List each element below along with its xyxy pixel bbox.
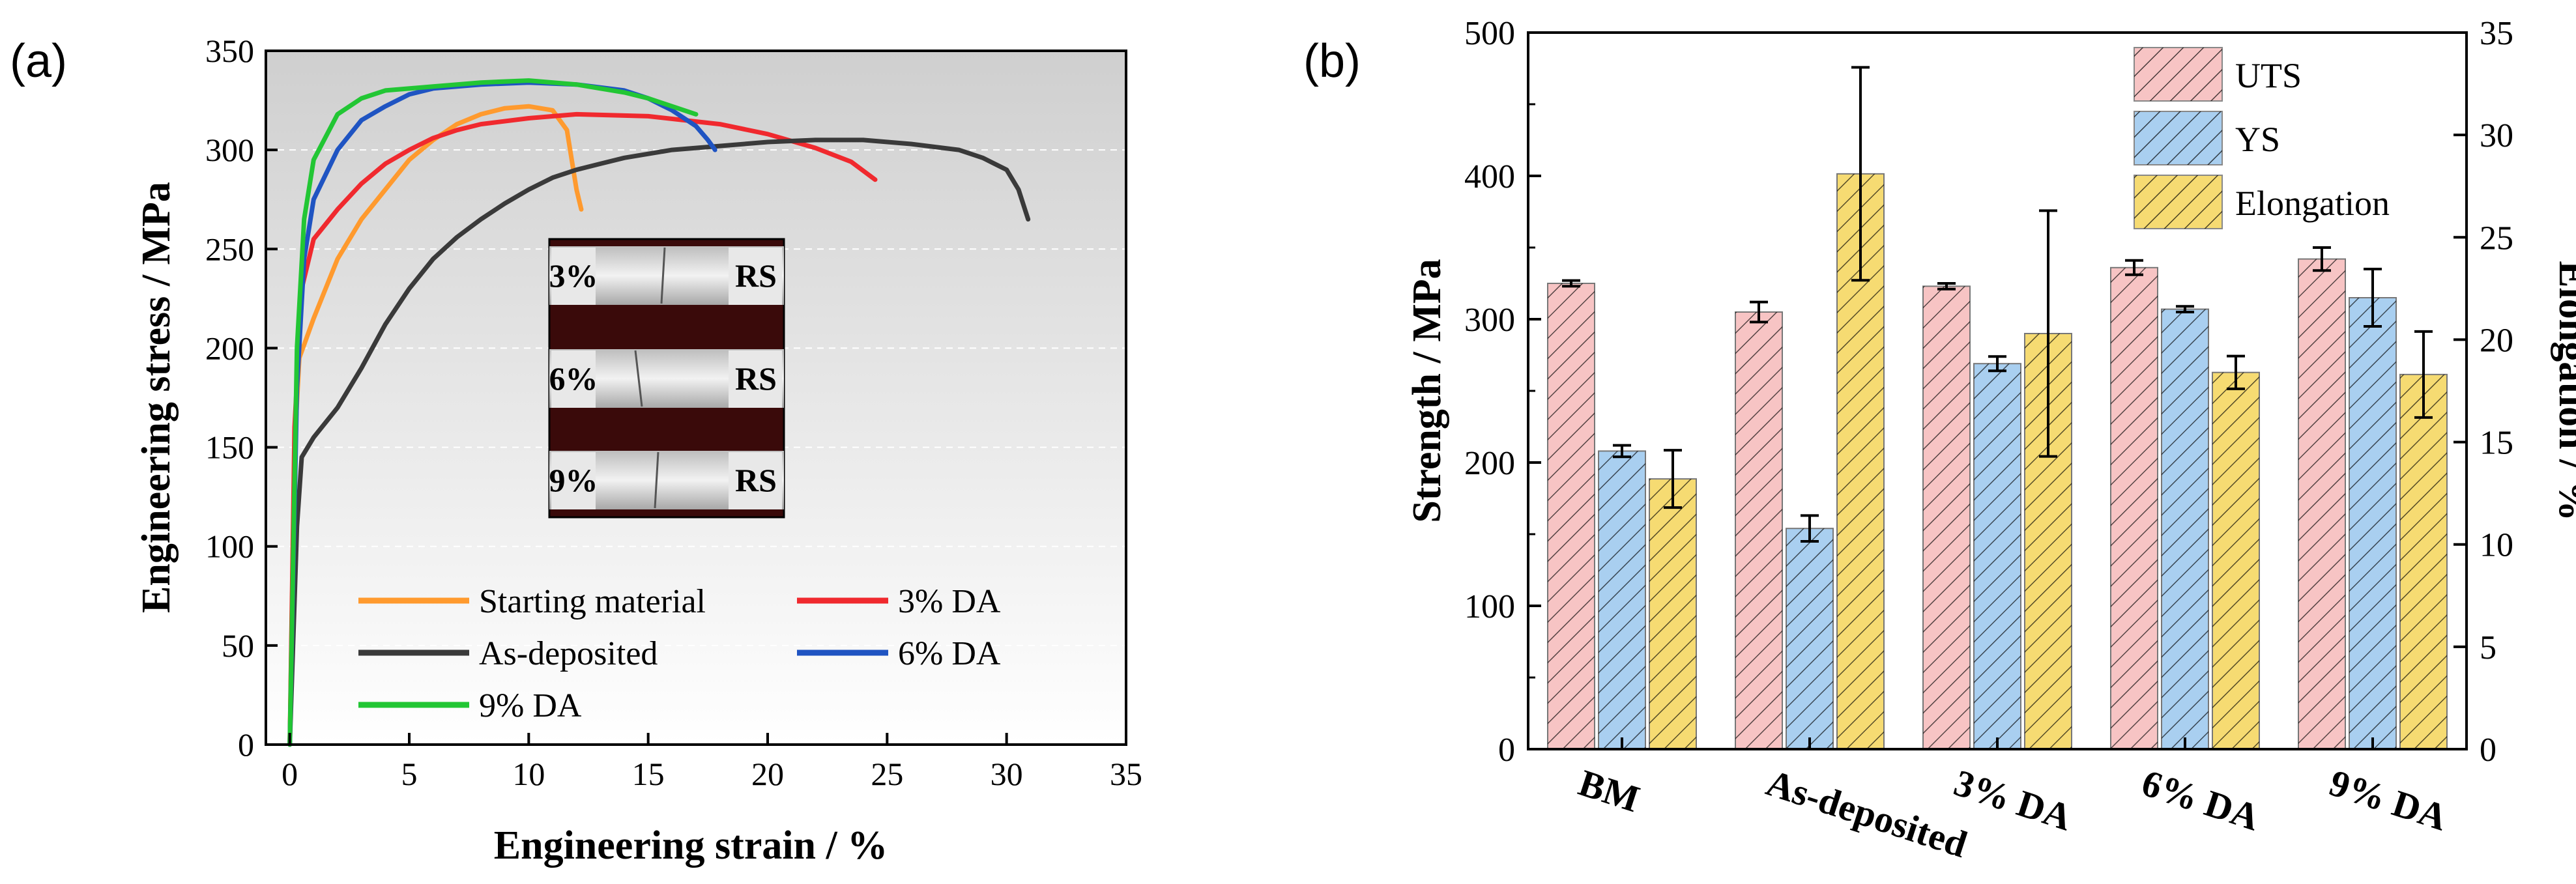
y-tick-label: 300 (1464, 302, 1515, 339)
category-label: As-deposited (1761, 762, 1973, 866)
legend: UTS YS Elongation (2134, 47, 2390, 229)
inset-label-box-3 (551, 452, 596, 509)
inset-pct-3: 9% (549, 462, 598, 498)
panel-label-b: (b) (1303, 35, 1361, 87)
legend-label-da9: 9% DA (479, 687, 582, 724)
y-tick-label: 0 (1498, 732, 1515, 769)
y2-tick-label: 0 (2480, 732, 2496, 769)
y-tick-label: 250 (205, 231, 254, 267)
legend-label-uts: UTS (2235, 56, 2302, 95)
fracture-line-1 (660, 247, 666, 304)
x-tick-label: 30 (991, 756, 1023, 792)
y2-tick-label: 30 (2480, 117, 2513, 154)
y-tick-label: 300 (205, 132, 254, 168)
y2-tick-label: 15 (2480, 425, 2513, 462)
bars (1547, 66, 2448, 750)
y-tick-label: 500 (1464, 15, 1515, 52)
specimen-inset-photo: 3% 6% 9% RS RS RS (548, 238, 785, 519)
legend-label-asdep: As-deposited (479, 635, 658, 672)
x-tick-label: 0 (282, 756, 298, 792)
panel-label-a: (a) (10, 35, 67, 87)
inset-pct-1: 3% (549, 257, 598, 294)
y-tick-label: 0 (238, 726, 254, 763)
inset-label-box-2 (551, 350, 596, 408)
bar-hatch-el (1649, 479, 1696, 749)
bar-hatch-ys (1974, 364, 2021, 749)
x-tick-label: 20 (751, 756, 784, 792)
y-axis-title: Strength / MPa (1405, 259, 1449, 522)
stress-strain-chart: 3% 6% 9% RS RS RS Starting material 3% D… (134, 33, 1142, 868)
bar-hatch-uts (1735, 312, 1782, 749)
bar-hatch-el (2400, 374, 2447, 749)
bar-hatch-ys (2349, 298, 2396, 749)
inset-side-3: RS (735, 462, 777, 498)
inset-rs-box-1 (729, 248, 782, 305)
fracture-line-2 (634, 350, 643, 407)
legend-hatch-ys (2134, 111, 2222, 165)
bar-hatch-ys (1599, 451, 1645, 749)
y-tick-label: 100 (205, 528, 254, 565)
y2-tick-label: 20 (2480, 322, 2513, 359)
y-tick-label: 200 (205, 330, 254, 366)
legend-label-el: Elongation (2235, 184, 2390, 223)
legend-label-ys: YS (2235, 120, 2280, 159)
y-tick-label: 350 (205, 33, 254, 69)
x-tick-label: 35 (1110, 756, 1142, 792)
y-tick-label: 400 (1464, 158, 1515, 195)
strength-bar-chart: UTS YS Elongation 0 100 200 300 400 500 0 5 10 15… (1405, 15, 2576, 866)
x-tick-label: 25 (871, 756, 903, 792)
series-line-asdep (287, 137, 1031, 747)
y2-tick-label: 5 (2480, 629, 2496, 666)
y-tick-label: 50 (222, 627, 254, 664)
x-tick-label: 15 (632, 756, 665, 792)
bar-hatch-uts (2298, 259, 2345, 750)
y-axis-title: Engineering stress / MPa (134, 182, 179, 613)
legend: Starting material 3% DA As-deposited 6% … (358, 583, 1001, 724)
legend-label-da3: 3% DA (898, 583, 1001, 620)
legend-label-da6: 6% DA (898, 635, 1001, 672)
y-tick-label: 200 (1464, 445, 1515, 482)
series-line-da9 (287, 78, 699, 747)
legend-label-starting: Starting material (479, 583, 706, 620)
category-label: BM (1574, 762, 1645, 821)
y2-axis-title: Elongation / % (2551, 261, 2576, 521)
inset-rs-box-3 (729, 452, 782, 509)
inset-side-2: RS (735, 360, 777, 397)
bar-hatch-ys (1786, 528, 1833, 749)
x-axis-title: Engineering strain / % (494, 823, 888, 868)
bar-hatch-ys (2162, 309, 2208, 750)
y2-tick-label: 25 (2480, 220, 2513, 257)
y-tick-label: 150 (205, 429, 254, 466)
inset-rs-box-2 (729, 350, 782, 408)
legend-hatch-el (2134, 175, 2222, 229)
bar-hatch-uts (1548, 283, 1595, 749)
inset-side-1: RS (735, 257, 777, 294)
inset-pct-2: 6% (549, 360, 598, 397)
fracture-line-3 (654, 451, 659, 509)
y2-tick-label: 10 (2480, 527, 2513, 564)
y2-tick-label: 35 (2480, 15, 2513, 52)
bar-hatch-uts (2111, 267, 2158, 749)
series-line-da3 (287, 111, 878, 747)
bar-hatch-el (2212, 372, 2259, 749)
plot-frame (265, 50, 1127, 746)
legend-hatch-uts (2134, 48, 2222, 101)
y-tick-label: 100 (1464, 588, 1515, 625)
bar-hatch-uts (1923, 286, 1970, 749)
category-label: 9% DA (2324, 762, 2452, 839)
series-lines (287, 78, 1031, 747)
x-tick-label: 10 (512, 756, 545, 792)
x-tick-label: 5 (401, 756, 418, 792)
axes: 0 50 100 150 200 250 300 350 0 5 10 15 20 25 30 35 (205, 33, 1142, 792)
inset-label-box-1 (551, 248, 596, 305)
category-label: 6% DA (2137, 762, 2265, 839)
